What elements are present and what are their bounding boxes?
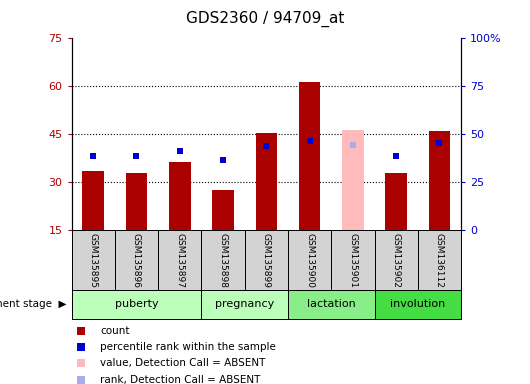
Text: GSM135896: GSM135896 (132, 233, 141, 288)
Text: involution: involution (390, 299, 445, 310)
Bar (299, 81, 321, 230)
Text: GSM135901: GSM135901 (348, 233, 357, 288)
Text: puberty: puberty (114, 299, 158, 310)
Bar (201, 290, 288, 319)
Bar (288, 290, 375, 319)
Text: rank, Detection Call = ABSENT: rank, Detection Call = ABSENT (100, 374, 260, 384)
Bar (375, 230, 418, 290)
Text: GSM135900: GSM135900 (305, 233, 314, 288)
Text: percentile rank within the sample: percentile rank within the sample (100, 342, 276, 353)
Bar (126, 173, 147, 230)
Bar (245, 230, 288, 290)
Text: GSM135898: GSM135898 (218, 233, 227, 288)
Text: GDS2360 / 94709_at: GDS2360 / 94709_at (186, 11, 344, 27)
Bar (158, 230, 201, 290)
Bar (115, 230, 158, 290)
Bar (255, 133, 277, 230)
Bar (342, 129, 364, 230)
Bar (201, 230, 245, 290)
Text: GSM135899: GSM135899 (262, 233, 271, 288)
Bar (212, 190, 234, 230)
Bar (72, 290, 201, 319)
Bar (385, 173, 407, 230)
Text: GSM135897: GSM135897 (175, 233, 184, 288)
Bar (288, 230, 331, 290)
Bar (429, 131, 450, 230)
Text: GSM136112: GSM136112 (435, 233, 444, 288)
Bar (169, 162, 191, 230)
Bar (418, 230, 461, 290)
Text: GSM135895: GSM135895 (89, 233, 98, 288)
Bar (375, 290, 461, 319)
Text: development stage  ▶: development stage ▶ (0, 299, 66, 310)
Bar (331, 230, 375, 290)
Text: pregnancy: pregnancy (215, 299, 275, 310)
Text: count: count (100, 326, 129, 336)
Bar (72, 230, 115, 290)
Bar (82, 171, 104, 230)
Text: GSM135902: GSM135902 (392, 233, 401, 288)
Text: value, Detection Call = ABSENT: value, Detection Call = ABSENT (100, 358, 266, 369)
Text: lactation: lactation (307, 299, 356, 310)
